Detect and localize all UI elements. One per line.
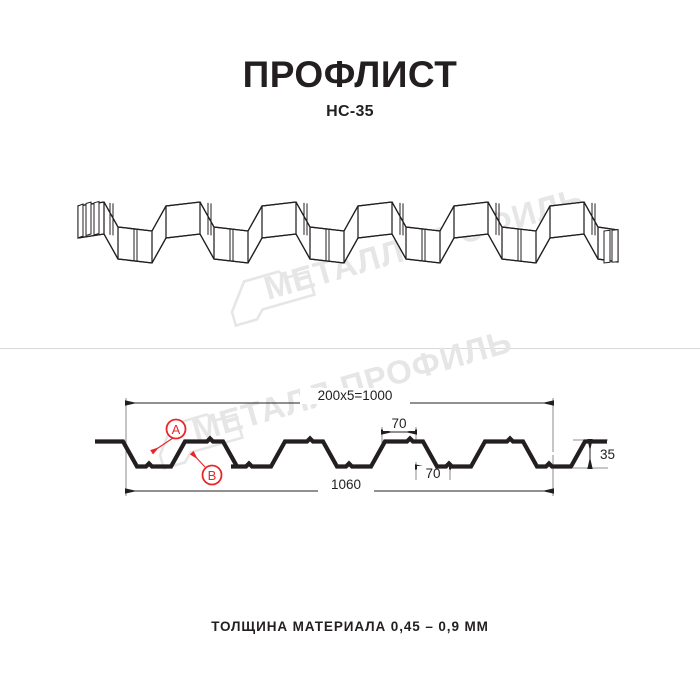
product-model: НС-35 — [326, 103, 374, 120]
dimension-overall-width: 1060 — [125, 477, 554, 494]
material-thickness-note: ТОЛЩИНА МАТЕРИАЛА 0,45 – 0,9 ММ — [211, 619, 489, 634]
isometric-profile-body — [77, 200, 619, 264]
callout-b-circle — [201, 464, 223, 486]
callout-a-circle — [165, 418, 187, 440]
callout-a-label: A — [172, 422, 181, 437]
dimension-overall-width-label: 1060 — [331, 477, 361, 492]
watermark-logo-icon-lower — [158, 412, 245, 471]
dimension-height-label: 35 — [600, 447, 615, 462]
dimension-height: 35 — [587, 439, 615, 469]
page-title: ПРОФЛИСТ — [242, 54, 458, 95]
profile-cross-section — [95, 435, 607, 469]
iso-stiffening-ribs — [109, 202, 596, 262]
dimension-valley-width: 70 — [415, 464, 451, 481]
watermark-logo-icon — [230, 269, 317, 328]
iso-front-edge — [77, 233, 619, 264]
dimension-pitch-total: 200x5=1000 — [125, 388, 554, 406]
dimension-crest-width: 70 — [381, 416, 417, 435]
callout-b-label: B — [208, 468, 217, 483]
section-divider — [0, 348, 700, 349]
dimension-crest-width-label: 70 — [391, 416, 406, 431]
iso-fold-lines — [103, 202, 599, 263]
iso-left-edge-thickness — [77, 200, 100, 239]
callout-b: B — [189, 450, 223, 486]
iso-right-edge-thickness — [603, 229, 619, 264]
dimension-valley-width-label: 70 — [425, 466, 440, 481]
iso-back-edge — [77, 201, 619, 232]
callout-a: A — [150, 418, 187, 455]
dimension-pitch-total-label: 200x5=1000 — [318, 388, 393, 403]
